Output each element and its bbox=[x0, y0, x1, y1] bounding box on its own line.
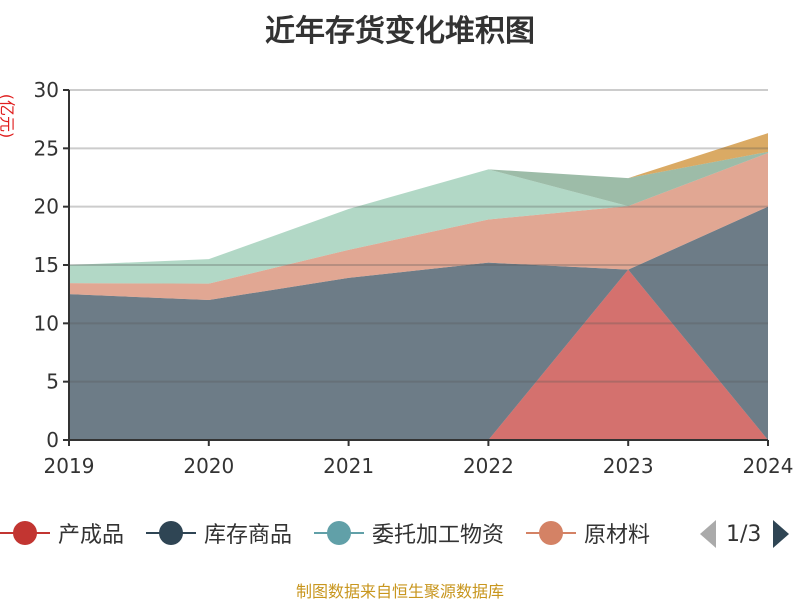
area-series-5 bbox=[69, 151, 768, 265]
prev-page-icon[interactable] bbox=[700, 520, 716, 548]
y-tick-label: 15 bbox=[34, 253, 59, 277]
y-tick-label: 0 bbox=[46, 428, 59, 452]
legend-item[interactable]: 产成品 bbox=[0, 517, 124, 549]
y-tick-label: 10 bbox=[34, 311, 59, 335]
x-tick-label: 2022 bbox=[463, 454, 514, 478]
legend-item[interactable]: 库存商品 bbox=[146, 517, 292, 549]
y-tick-label: 20 bbox=[34, 195, 59, 219]
legend-symbol-icon bbox=[146, 518, 197, 548]
area-series-4 bbox=[69, 153, 768, 284]
legend-label: 库存商品 bbox=[204, 523, 293, 548]
area-series-0 bbox=[69, 269, 768, 440]
legend: 产成品 库存商品 委托加工物资 原材料 bbox=[0, 518, 674, 548]
legend-label: 原材料 bbox=[584, 523, 651, 548]
y-tick-label: 5 bbox=[46, 370, 59, 394]
x-tick-label: 2021 bbox=[323, 454, 374, 478]
legend-item[interactable]: 原材料 bbox=[526, 517, 652, 549]
source-note: 制图数据来自恒生聚源数据库 bbox=[295, 582, 504, 601]
legend-label: 产成品 bbox=[58, 523, 125, 548]
y-tick-label: 25 bbox=[34, 136, 59, 160]
legend-item[interactable]: 委托加工物资 bbox=[314, 517, 504, 549]
legend-label: 委托加工物资 bbox=[372, 523, 505, 548]
y-tick-label: 30 bbox=[34, 78, 59, 102]
next-page-icon[interactable] bbox=[773, 520, 790, 548]
chart-plot: 0 5 10 15 20 25 30 2019 2020 2021 2022 2023 2024 bbox=[34, 78, 794, 478]
legend-pager: 1/3 bbox=[700, 520, 790, 548]
legend-symbol-icon bbox=[314, 518, 365, 548]
area-series-3 bbox=[69, 153, 768, 300]
x-tick-label: 2023 bbox=[603, 454, 654, 478]
x-tick-label: 2020 bbox=[183, 454, 234, 478]
legend-symbol-icon bbox=[526, 518, 577, 548]
legend-symbol-icon bbox=[0, 518, 50, 548]
x-tick-label: 2019 bbox=[44, 454, 95, 478]
x-tick-label: 2024 bbox=[743, 454, 794, 478]
chart-title: 近年存货变化堆积图 bbox=[265, 14, 535, 49]
legend-page-indicator: 1/3 bbox=[726, 521, 762, 547]
area-series-1 bbox=[69, 206, 768, 440]
